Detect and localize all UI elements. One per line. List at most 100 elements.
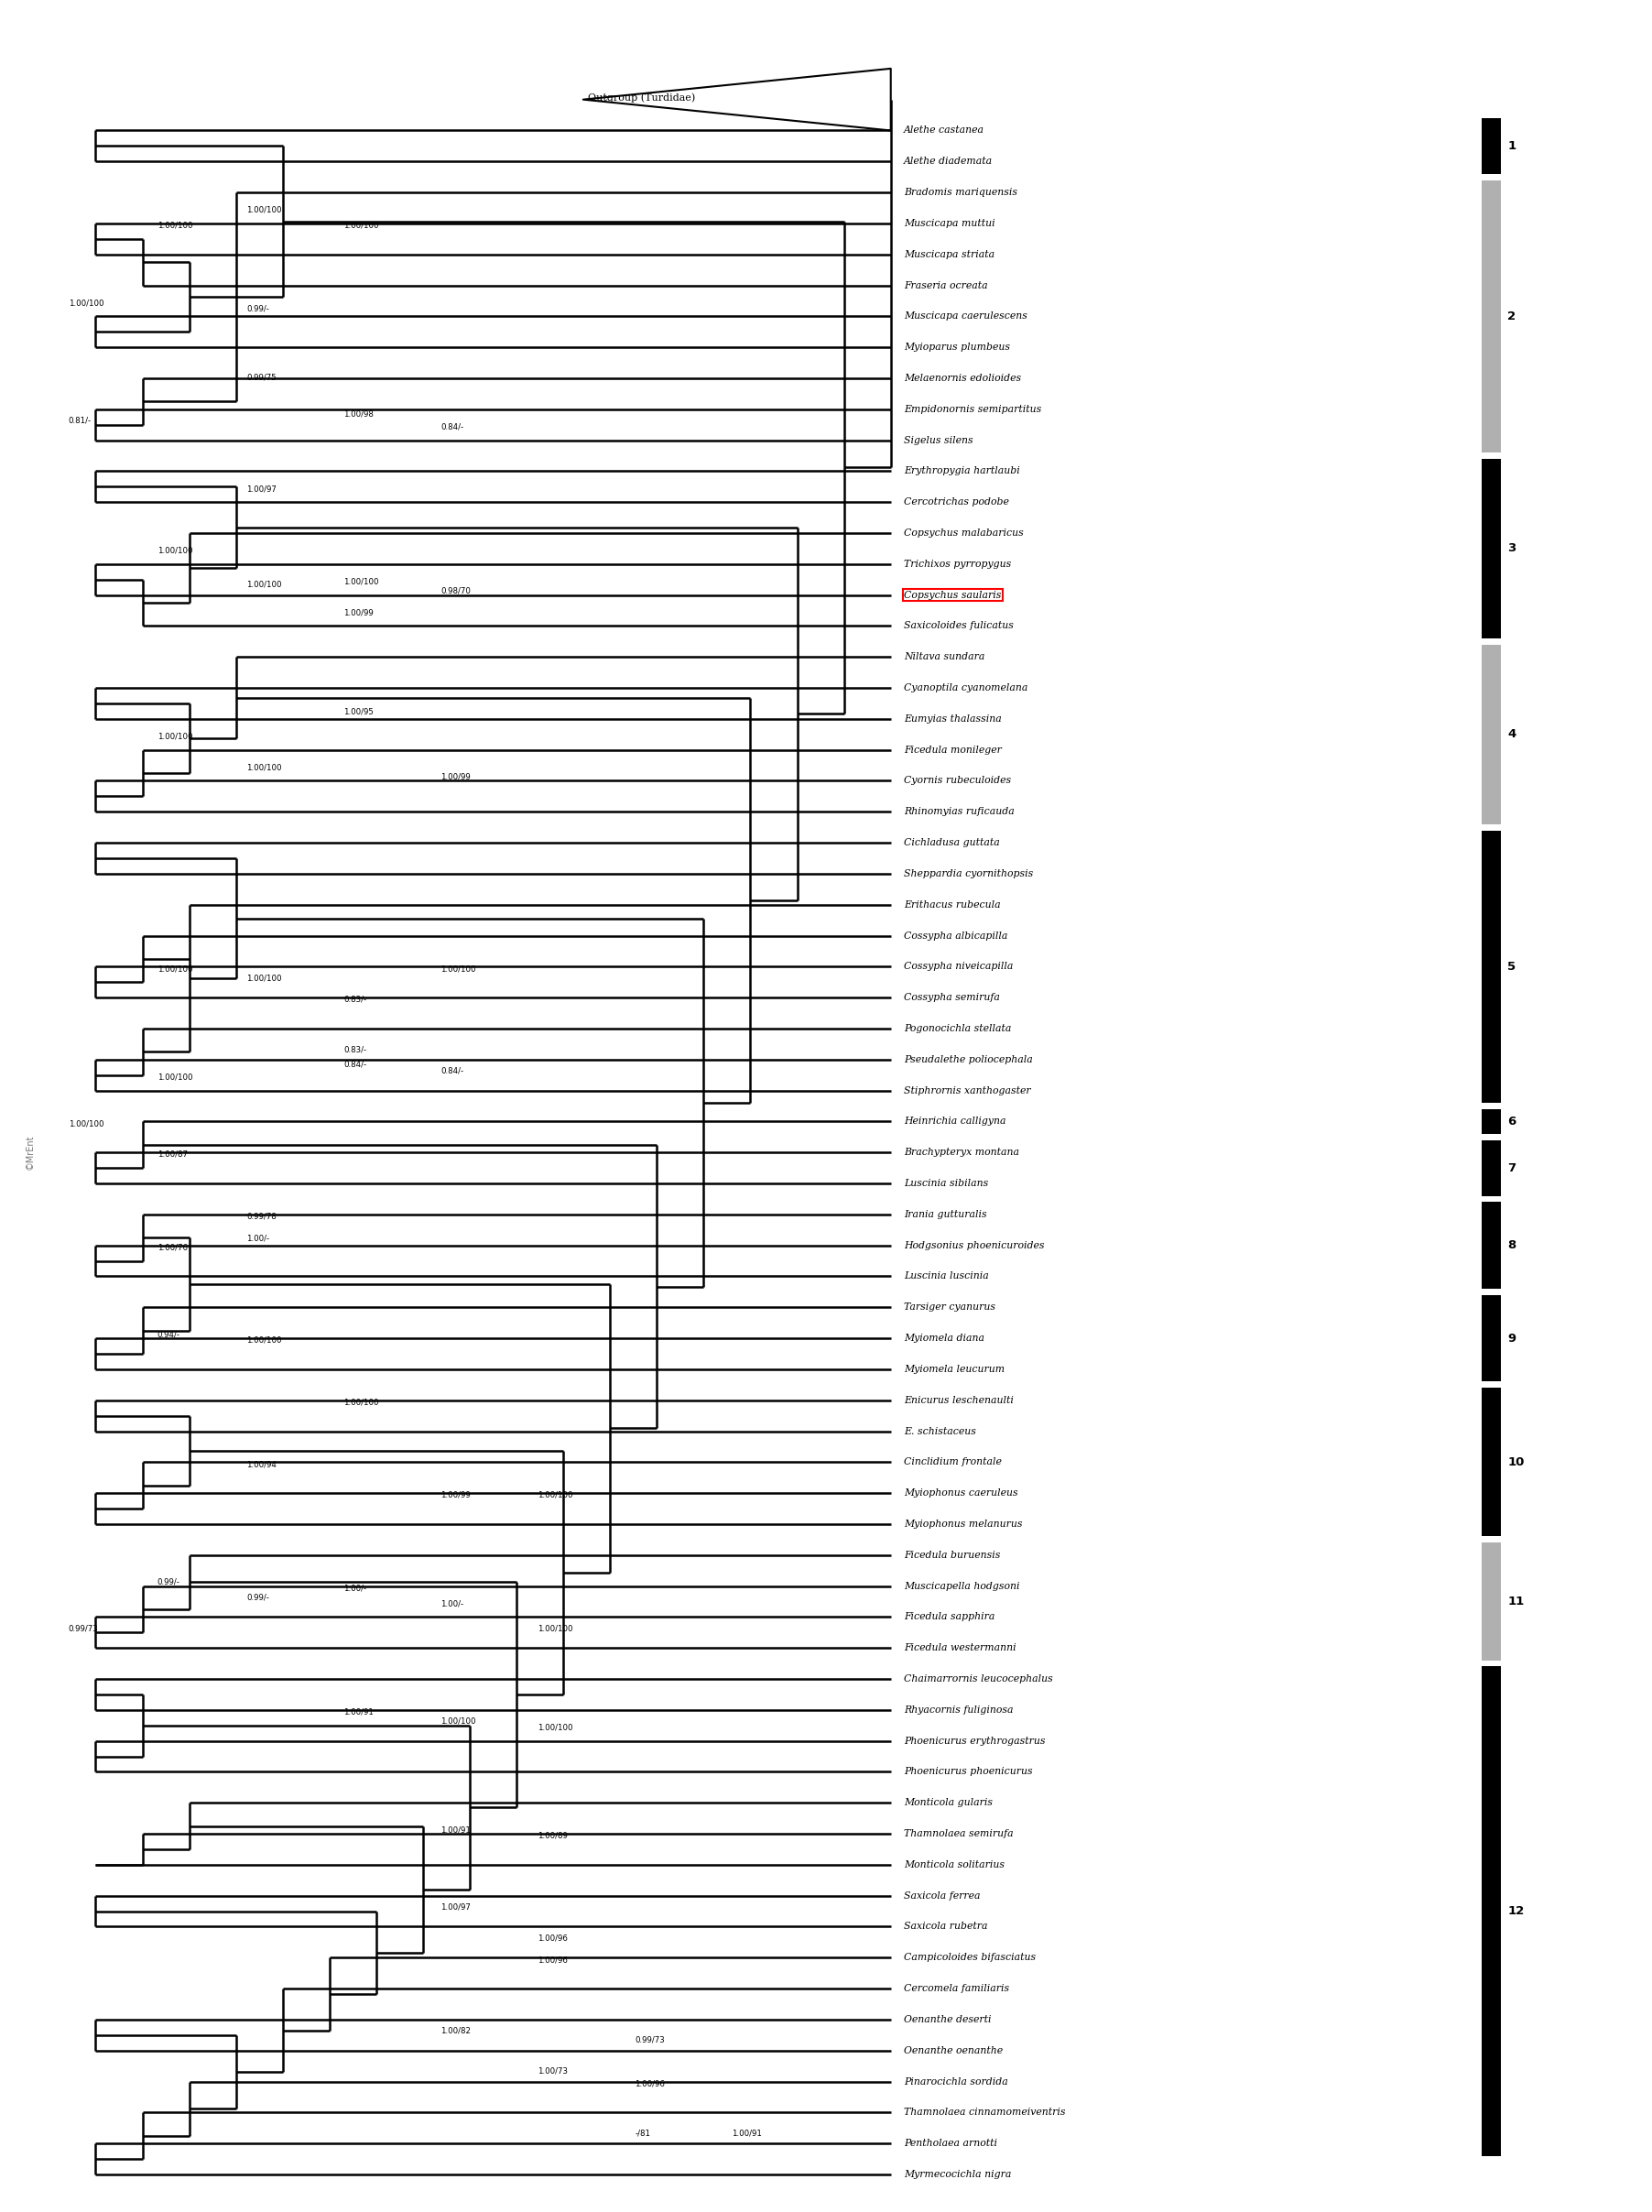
Text: Pentholaea arnotti: Pentholaea arnotti xyxy=(904,2139,998,2148)
Text: 1.00/100: 1.00/100 xyxy=(246,973,282,982)
Bar xyxy=(1482,458,1502,639)
Text: 10: 10 xyxy=(1508,1455,1525,1469)
Text: 1.00/73: 1.00/73 xyxy=(539,2066,568,2075)
Text: Chaimarrornis leucocephalus: Chaimarrornis leucocephalus xyxy=(904,1674,1052,1683)
Text: Melaenornis edolioides: Melaenornis edolioides xyxy=(904,374,1021,383)
Text: 1: 1 xyxy=(1508,139,1517,153)
Text: Saxicola ferrea: Saxicola ferrea xyxy=(904,1891,980,1900)
Text: 1.00/94: 1.00/94 xyxy=(246,1460,276,1469)
Text: 7: 7 xyxy=(1508,1161,1517,1175)
Text: -/81: -/81 xyxy=(634,2128,651,2137)
Text: 2: 2 xyxy=(1508,310,1517,323)
Text: 0.84/-: 0.84/- xyxy=(441,1066,464,1075)
Text: 1.00/100: 1.00/100 xyxy=(441,1717,476,1725)
Text: 1.00/99: 1.00/99 xyxy=(441,772,471,781)
Text: Cichladusa guttata: Cichladusa guttata xyxy=(904,838,999,847)
Text: Cossypha semirufa: Cossypha semirufa xyxy=(904,993,999,1002)
Text: 1.00/100: 1.00/100 xyxy=(246,763,282,772)
Text: 1.00/-: 1.00/- xyxy=(344,1584,367,1593)
Text: Stiphrornis xanthogaster: Stiphrornis xanthogaster xyxy=(904,1086,1031,1095)
Text: 0.84/-: 0.84/- xyxy=(344,1060,367,1068)
Text: 0.99/73: 0.99/73 xyxy=(68,1624,99,1632)
Text: 1.00/100: 1.00/100 xyxy=(157,964,193,973)
Text: 1.00/89: 1.00/89 xyxy=(539,1832,568,1840)
Bar xyxy=(1482,1666,1502,2157)
Text: Heinrichia calligyna: Heinrichia calligyna xyxy=(904,1117,1006,1126)
Text: Phoenicurus erythrogastrus: Phoenicurus erythrogastrus xyxy=(904,1736,1046,1745)
Text: Oenanthe oenanthe: Oenanthe oenanthe xyxy=(904,2046,1003,2055)
Text: 1.00/96: 1.00/96 xyxy=(634,2079,666,2088)
Text: Myioparus plumbeus: Myioparus plumbeus xyxy=(904,343,1009,352)
Text: Pogonocichla stellata: Pogonocichla stellata xyxy=(904,1024,1011,1033)
Text: Hodgsonius phoenicuroides: Hodgsonius phoenicuroides xyxy=(904,1241,1044,1250)
Text: Pseudalethe poliocephala: Pseudalethe poliocephala xyxy=(904,1055,1032,1064)
Text: Oenanthe deserti: Oenanthe deserti xyxy=(904,2015,991,2024)
Text: Sheppardia cyornithopsis: Sheppardia cyornithopsis xyxy=(904,869,1032,878)
Text: 1.00/100: 1.00/100 xyxy=(246,580,282,588)
Text: Cyornis rubeculoides: Cyornis rubeculoides xyxy=(904,776,1011,785)
Bar xyxy=(1482,117,1502,175)
Text: Cossypha niveicapilla: Cossypha niveicapilla xyxy=(904,962,1013,971)
Text: Ficedula buruensis: Ficedula buruensis xyxy=(904,1551,999,1559)
Text: ©MrEnt: ©MrEnt xyxy=(25,1135,35,1170)
Text: Niltava sundara: Niltava sundara xyxy=(904,653,985,661)
Text: Copsychus saularis: Copsychus saularis xyxy=(904,591,1001,599)
Bar xyxy=(1482,1139,1502,1197)
Text: 1.00/100: 1.00/100 xyxy=(157,732,193,741)
Text: 1.00/98: 1.00/98 xyxy=(344,409,373,418)
Text: 1.00/97: 1.00/97 xyxy=(246,484,276,493)
Text: 0.99/-: 0.99/- xyxy=(157,1577,180,1586)
Text: Thamnolaea semirufa: Thamnolaea semirufa xyxy=(904,1829,1013,1838)
Text: Erithacus rubecula: Erithacus rubecula xyxy=(904,900,1001,909)
Text: 0.98/70: 0.98/70 xyxy=(441,586,471,595)
Bar xyxy=(1482,179,1502,453)
Text: Myiomela diana: Myiomela diana xyxy=(904,1334,985,1343)
Text: 0.99/78: 0.99/78 xyxy=(246,1212,276,1221)
Text: Muscicapella hodgsoni: Muscicapella hodgsoni xyxy=(904,1582,1019,1590)
Bar xyxy=(1482,1387,1502,1537)
Bar xyxy=(1482,1201,1502,1290)
Text: 1.00/100: 1.00/100 xyxy=(157,1073,193,1082)
Text: Muscicapa striata: Muscicapa striata xyxy=(904,250,995,259)
Text: 1.00/100: 1.00/100 xyxy=(344,221,378,230)
Bar xyxy=(1482,1294,1502,1382)
Text: Eumyias thalassina: Eumyias thalassina xyxy=(904,714,1001,723)
Bar xyxy=(1482,830,1502,1104)
Text: 0.99/-: 0.99/- xyxy=(246,305,269,314)
Text: 0.83/-: 0.83/- xyxy=(344,1044,367,1053)
Text: Cercotrichas podobe: Cercotrichas podobe xyxy=(904,498,1009,507)
Text: Luscinia luscinia: Luscinia luscinia xyxy=(904,1272,988,1281)
Text: 1.00/96: 1.00/96 xyxy=(539,1933,568,1942)
Text: 1.00/-: 1.00/- xyxy=(441,1599,464,1608)
Text: Pinarocichla sordida: Pinarocichla sordida xyxy=(904,2077,1008,2086)
Text: 1.00/100: 1.00/100 xyxy=(539,1624,573,1632)
Text: 1.00/100: 1.00/100 xyxy=(246,206,282,215)
Text: 1.00/76: 1.00/76 xyxy=(157,1243,188,1252)
Text: 1.00/100: 1.00/100 xyxy=(441,964,476,973)
Text: 4: 4 xyxy=(1508,728,1517,741)
Text: 6: 6 xyxy=(1508,1115,1517,1128)
Text: Monticola solitarius: Monticola solitarius xyxy=(904,1860,1004,1869)
Text: 1.00/87: 1.00/87 xyxy=(157,1150,188,1159)
Text: Ficedula sapphira: Ficedula sapphira xyxy=(904,1613,995,1621)
Text: Thamnolaea cinnamomeiventris: Thamnolaea cinnamomeiventris xyxy=(904,2108,1066,2117)
Text: Alethe castanea: Alethe castanea xyxy=(904,126,985,135)
Text: 0.83/-: 0.83/- xyxy=(344,995,367,1004)
Text: Cinclidium frontale: Cinclidium frontale xyxy=(904,1458,1001,1467)
Text: Ficedula monileger: Ficedula monileger xyxy=(904,745,1001,754)
Text: 1.00/95: 1.00/95 xyxy=(344,708,373,717)
Text: Campicoloides bifasciatus: Campicoloides bifasciatus xyxy=(904,1953,1036,1962)
Text: Myrmecocichla nigra: Myrmecocichla nigra xyxy=(904,2170,1011,2179)
Text: 1.00/100: 1.00/100 xyxy=(539,1723,573,1732)
Text: 1.00/100: 1.00/100 xyxy=(344,577,378,586)
Text: Enicurus leschenaulti: Enicurus leschenaulti xyxy=(904,1396,1013,1405)
Text: Cyanoptila cyanomelana: Cyanoptila cyanomelana xyxy=(904,684,1028,692)
Text: Empidonornis semipartitus: Empidonornis semipartitus xyxy=(904,405,1041,414)
Text: 11: 11 xyxy=(1508,1595,1525,1608)
Text: Muscicapa caerulescens: Muscicapa caerulescens xyxy=(904,312,1028,321)
Text: 0.99/75: 0.99/75 xyxy=(246,374,276,380)
Text: 1.00/-: 1.00/- xyxy=(246,1234,269,1243)
Text: 1.00/96: 1.00/96 xyxy=(539,1955,568,1964)
Text: Ficedula westermanni: Ficedula westermanni xyxy=(904,1644,1016,1652)
Text: 1.00/91: 1.00/91 xyxy=(344,1708,373,1717)
